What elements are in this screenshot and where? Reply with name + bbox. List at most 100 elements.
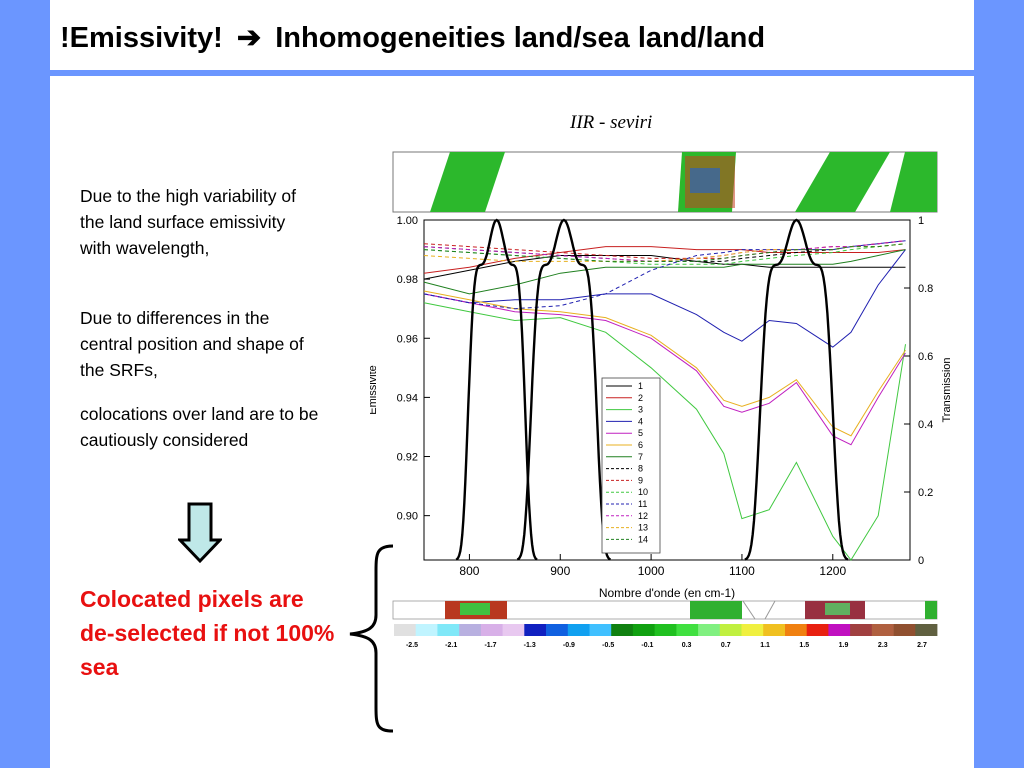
- y2-tick-label: 0.8: [918, 283, 933, 295]
- colorbar-label: 0.3: [682, 642, 692, 649]
- curly-brace-icon: [349, 544, 394, 733]
- colorbar-label: 0.7: [721, 642, 731, 649]
- colorbar-cell: [524, 624, 547, 636]
- y-axis-ticks: 1.00 0.98 0.96 0.94 0.92 0.90: [397, 215, 430, 523]
- series-line-1: [423, 255, 906, 280]
- colorbar-label: 1.1: [760, 642, 770, 649]
- colorbar-label: -2.5: [406, 642, 418, 649]
- x-axis-label: Nombre d'onde (en cm-1): [599, 586, 735, 600]
- down-arrow-icon: [178, 502, 222, 564]
- chart-caption: IIR - seviri: [570, 112, 653, 133]
- series-line-5: [423, 293, 906, 446]
- colorbar-cell: [437, 624, 460, 636]
- conclusion-text: Colocated pixels are de-selected if not …: [80, 586, 335, 680]
- colorbar-cell: [741, 624, 764, 636]
- colorbar-label: 2.7: [917, 642, 927, 649]
- legend-label-5: 5: [638, 428, 643, 438]
- colorbar-cell: [567, 624, 590, 636]
- series-lines: [423, 240, 906, 561]
- colorbar-cell: [480, 624, 503, 636]
- colorbar-cell: [698, 624, 721, 636]
- x-tick-label: 1000: [638, 564, 665, 578]
- x-tick-label: 1200: [819, 564, 846, 578]
- legend-label-14: 14: [638, 534, 648, 544]
- legend-box: [601, 377, 661, 554]
- y2-axis-label: Transmission: [941, 358, 953, 423]
- colorbar-cell: [915, 624, 938, 636]
- y-tick-label: 0.96: [397, 333, 418, 345]
- legend-label-11: 11: [638, 499, 647, 509]
- colorbar-label: -2.1: [445, 642, 457, 649]
- legend-label-9: 9: [638, 475, 643, 485]
- y-axis-label: Emissivite: [370, 365, 379, 415]
- y-tick-label: 0.98: [397, 274, 418, 286]
- series-line-12: [423, 240, 906, 262]
- y-tick-label: 0.90: [397, 511, 418, 523]
- slide: !Emissivity! ➔ Inhomogeneities land/sea …: [50, 0, 974, 768]
- top-image-strip: [392, 151, 938, 213]
- y2-tick-label: 0: [918, 555, 924, 567]
- colorbar-cell: [828, 624, 851, 636]
- series-line-4: [423, 249, 906, 348]
- series-line-6: [423, 290, 906, 437]
- colorbar-cell: [785, 624, 808, 636]
- colorbar-label: 1.9: [839, 642, 849, 649]
- colorbar-cell: [850, 624, 873, 636]
- series-line-11: [423, 240, 906, 310]
- legend-label-10: 10: [638, 487, 648, 497]
- legend-label-6: 6: [638, 440, 643, 450]
- colorbar-cell: [654, 624, 677, 636]
- series-line-3: [423, 302, 906, 561]
- colorbar-cell: [589, 624, 612, 636]
- slide-title: !Emissivity! ➔ Inhomogeneities land/sea …: [60, 20, 765, 55]
- y-tick-label: 0.94: [397, 392, 418, 404]
- colorbar-cell: [415, 624, 438, 636]
- bottom-image-strip: [392, 600, 938, 620]
- legend-label-12: 12: [638, 511, 648, 521]
- x-tick-label: 1100: [729, 564, 755, 578]
- colorbar-label: 2.3: [878, 642, 888, 649]
- srf-curve-2: [516, 218, 612, 561]
- title-text-2: Inhomogeneities land/sea land/land: [275, 22, 766, 54]
- y2-tick-label: 0.6: [918, 351, 933, 363]
- colorbar-label: 1.5: [799, 642, 809, 649]
- legend-label-7: 7: [638, 452, 643, 462]
- colorbar-cell: [459, 624, 482, 636]
- colorbar-cell: [546, 624, 569, 636]
- paragraph-colocations: colocations over land are to be cautious…: [80, 404, 319, 450]
- colorbar-cell: [632, 624, 655, 636]
- colorbar-label: -0.9: [563, 642, 575, 649]
- colorbar-cell: [394, 624, 417, 636]
- colorbar-cell: [676, 624, 699, 636]
- series-line-14: [423, 243, 906, 262]
- colorbar-cell: [871, 624, 894, 636]
- colorbar-label: -0.1: [641, 642, 653, 649]
- colorbar-label: -1.3: [524, 642, 536, 649]
- title-text-1: !Emissivity!: [60, 22, 223, 54]
- series-line-7: [423, 249, 906, 295]
- y2-tick-label: 1: [918, 215, 924, 227]
- right-arrow-icon: ➔: [236, 22, 262, 54]
- colorbar-cell: [719, 624, 742, 636]
- legend-label-2: 2: [638, 393, 643, 403]
- legend-label-4: 4: [638, 416, 643, 426]
- colorbar-cell: [502, 624, 525, 636]
- x-tick-label: 900: [550, 564, 570, 578]
- legend-label-1: 1: [638, 381, 643, 391]
- legend-label-3: 3: [638, 405, 643, 415]
- x-tick-label: 800: [459, 564, 479, 578]
- y-tick-label: 1.00: [397, 215, 418, 227]
- y2-tick-label: 0.2: [918, 487, 933, 499]
- x-axis-ticks: 800 900 1000 1100 1200: [459, 554, 846, 578]
- y2-tick-label: 0.4: [918, 419, 933, 431]
- plot-frame: [423, 219, 911, 561]
- paragraph-variability: Due to the high variability of the land …: [80, 186, 296, 258]
- colorbar-label: -0.5: [602, 642, 614, 649]
- colorbar-cell: [611, 624, 634, 636]
- y-tick-label: 0.92: [397, 452, 418, 464]
- legend-label-8: 8: [638, 464, 643, 474]
- srf-curve-1: [455, 218, 538, 561]
- colorbar-cell: [806, 624, 829, 636]
- title-bar: !Emissivity! ➔ Inhomogeneities land/sea …: [50, 0, 974, 76]
